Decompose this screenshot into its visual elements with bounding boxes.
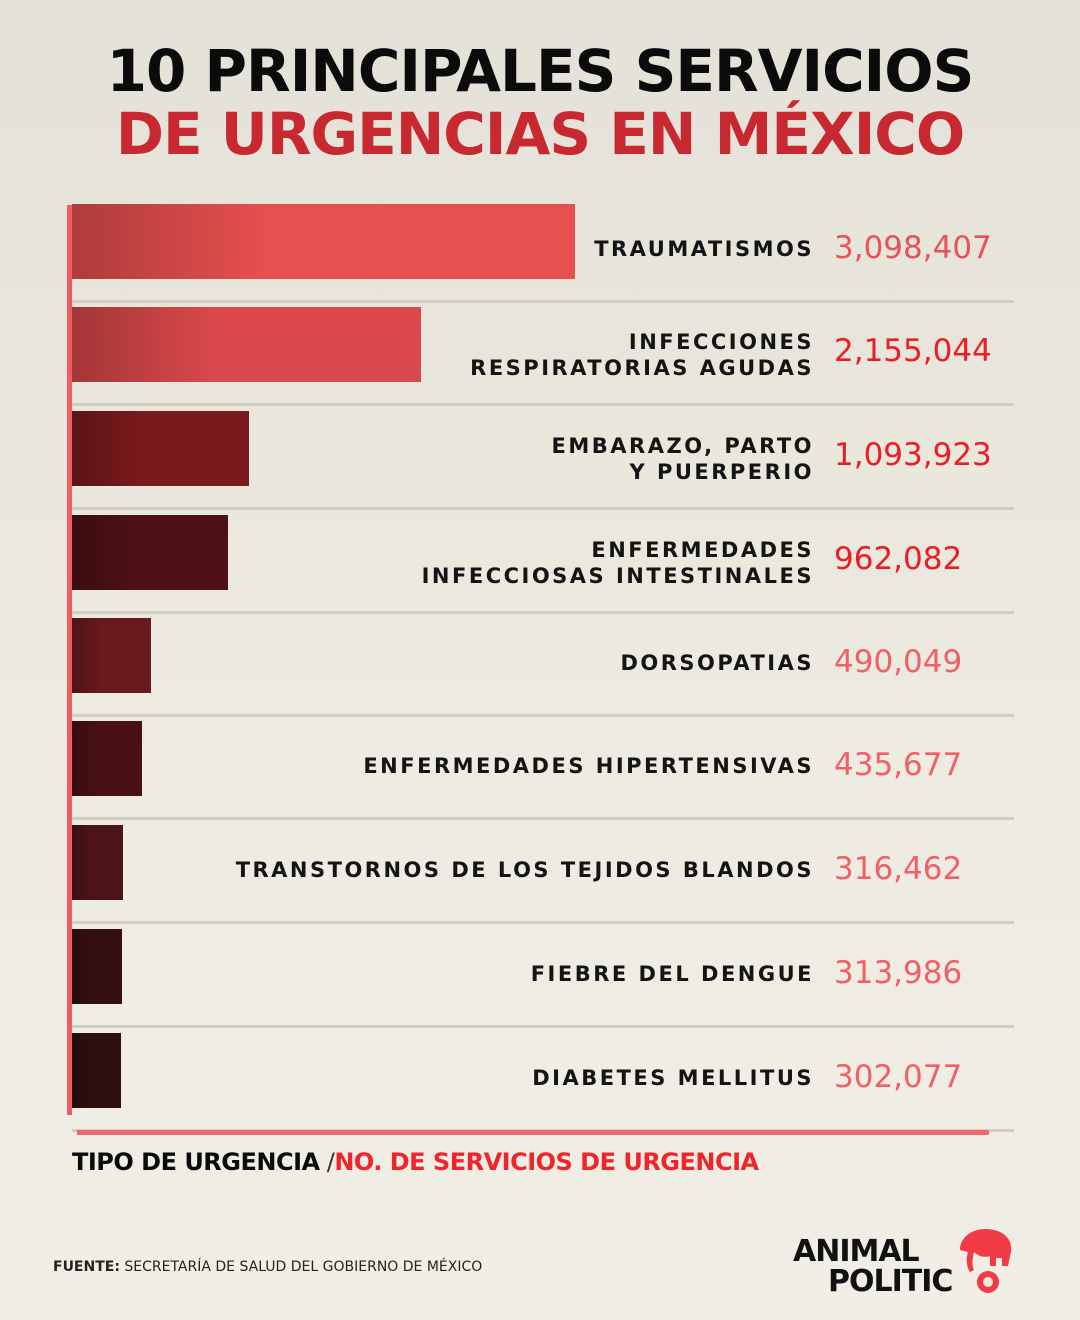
- chart-row: TRAUMATISMOS 3,098,407: [72, 196, 1014, 303]
- row-value: 313,986: [834, 955, 963, 991]
- row-label: TRANSTORNOS DE LOS TEJIDOS BLANDOS: [236, 857, 814, 883]
- logo-line-1: ANIMAL: [793, 1234, 920, 1269]
- logo-line-2: POLITIC: [828, 1264, 953, 1299]
- row-label-line-2: INFECCIOSAS INTESTINALES: [421, 564, 814, 588]
- row-label: FIEBRE DEL DENGUE: [531, 961, 814, 987]
- legend-value-label: NO. DE SERVICIOS DE URGENCIA: [334, 1148, 759, 1176]
- legend-category-label: TIPO DE URGENCIA: [72, 1148, 320, 1176]
- source-key: FUENTE:: [53, 1259, 120, 1275]
- chart-row: ENFERMEDADES HIPERTENSIVAS 435,677: [72, 713, 1014, 820]
- legend-divider: [77, 1130, 989, 1135]
- row-label-line-1: EMBARAZO, PARTO: [551, 434, 814, 458]
- row-label: EMBARAZO, PARTO Y PUERPERIO: [552, 433, 814, 485]
- chart-row: FIEBRE DEL DENGUE 313,986: [72, 921, 1014, 1028]
- row-label: DIABETES MELLITUS: [532, 1065, 814, 1091]
- row-value: 316,462: [834, 851, 963, 887]
- chart-row: TRANSTORNOS DE LOS TEJIDOS BLANDOS 316,46…: [72, 817, 1014, 924]
- row-value: 435,677: [834, 747, 963, 783]
- row-value: 2,155,044: [834, 333, 992, 369]
- title-line-1: 10 PRINCIPALES SERVICIOS: [106, 37, 975, 105]
- chart-axis: [67, 205, 72, 1115]
- row-label: ENFERMEDADES HIPERTENSIVAS: [363, 753, 814, 779]
- row-label-line-2: RESPIRATORIAS AGUDAS: [470, 356, 814, 380]
- row-label-line-1: TRAUMATISMOS: [594, 237, 814, 261]
- bar: [72, 411, 249, 486]
- row-label-line-1: INFECCIONES: [628, 330, 814, 354]
- row-label: ENFERMEDADES INFECCIOSAS INTESTINALES: [422, 537, 814, 589]
- row-label-line-1: ENFERMEDADES: [591, 538, 814, 562]
- row-value: 302,077: [834, 1059, 963, 1095]
- bar: [72, 515, 228, 590]
- row-label: INFECCIONES RESPIRATORIAS AGUDAS: [470, 329, 814, 381]
- bar: [72, 929, 122, 1004]
- bar: [72, 307, 421, 382]
- row-label: DORSOPATIAS: [620, 650, 814, 676]
- row-label: TRAUMATISMOS: [594, 236, 814, 262]
- row-label-line-1: DORSOPATIAS: [620, 651, 814, 675]
- legend-separator: /: [319, 1148, 335, 1176]
- bar: [72, 1033, 121, 1108]
- bar: [72, 825, 123, 900]
- row-label-line-1: DIABETES MELLITUS: [532, 1066, 814, 1090]
- brand-logo: ANIMAL POLITIC: [793, 1222, 1033, 1297]
- chart-row: INFECCIONES RESPIRATORIAS AGUDAS 2,155,044: [72, 299, 1014, 406]
- row-value: 3,098,407: [834, 230, 992, 266]
- row-value: 962,082: [834, 541, 963, 577]
- row-value: 1,093,923: [834, 437, 992, 473]
- chart-row: DORSOPATIAS 490,049: [72, 610, 1014, 717]
- bar: [72, 618, 151, 693]
- row-value: 490,049: [834, 644, 963, 680]
- bar: [72, 721, 142, 796]
- chart-row: ENFERMEDADES INFECCIOSAS INTESTINALES 962,…: [72, 507, 1014, 614]
- title-line-2: DE URGENCIAS EN MÉXICO: [115, 100, 965, 168]
- chart-row: DIABETES MELLITUS 302,077: [72, 1025, 1014, 1132]
- elephant-icon: [960, 1228, 1012, 1293]
- legend: TIPO DE URGENCIA /NO. DE SERVICIOS DE UR…: [72, 1148, 759, 1176]
- chart-row: EMBARAZO, PARTO Y PUERPERIO 1,093,923: [72, 403, 1014, 510]
- source-note: FUENTE: SECRETARÍA DE SALUD DEL GOBIERNO…: [53, 1259, 482, 1275]
- bar: [72, 204, 575, 279]
- row-label-line-1: ENFERMEDADES HIPERTENSIVAS: [363, 754, 814, 778]
- source-text: SECRETARÍA DE SALUD DEL GOBIERNO DE MÉXI…: [119, 1259, 483, 1275]
- row-label-line-2: Y PUERPERIO: [629, 460, 814, 484]
- row-label-line-1: FIEBRE DEL DENGUE: [530, 962, 814, 986]
- row-label-line-1: TRANSTORNOS DE LOS TEJIDOS BLANDOS: [235, 858, 814, 882]
